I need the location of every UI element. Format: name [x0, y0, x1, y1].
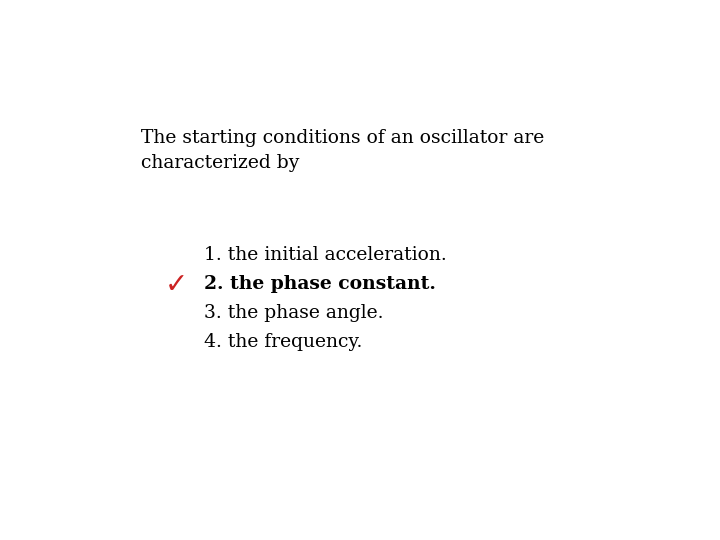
Text: 4. the frequency.: 4. the frequency.: [204, 333, 363, 351]
Text: ✓: ✓: [166, 272, 189, 300]
Text: The starting conditions of an oscillator are: The starting conditions of an oscillator…: [141, 129, 544, 147]
Text: 1. the initial acceleration.: 1. the initial acceleration.: [204, 246, 447, 264]
Text: characterized by: characterized by: [141, 154, 300, 172]
Text: 3. the phase angle.: 3. the phase angle.: [204, 304, 384, 322]
Text: 2. the phase constant.: 2. the phase constant.: [204, 275, 436, 293]
